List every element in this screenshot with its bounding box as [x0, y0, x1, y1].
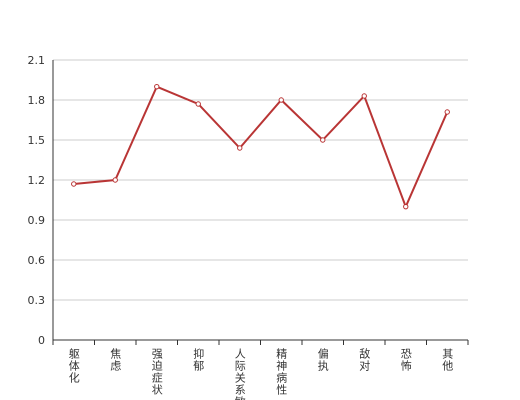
y-tick-label: 1.5 [28, 134, 46, 147]
x-tick-label: 偏执 [316, 347, 329, 372]
y-tick-label: 0 [38, 334, 45, 347]
y-tick-label: 1.2 [28, 174, 46, 187]
y-tick-label: 0.9 [28, 214, 46, 227]
point [154, 83, 160, 90]
point [237, 145, 243, 151]
x-tick-label: 焦虑 [109, 348, 122, 372]
point [71, 181, 77, 187]
point [112, 177, 118, 183]
point [403, 203, 409, 210]
x-tick-label: 敌对 [358, 347, 371, 372]
point [320, 137, 326, 143]
x-tick-label: 强迫症状 [150, 348, 163, 396]
x-tick-label: 抑郁 [192, 347, 205, 372]
y-tick-label: 0.6 [28, 254, 46, 267]
point [278, 97, 284, 103]
point [444, 109, 450, 115]
y-tick-label: 0.3 [28, 294, 46, 307]
line [73, 85, 449, 210]
x-tick-label: 精神病性 [275, 348, 288, 396]
y-tick-label: 2.1 [28, 54, 46, 67]
x-tick-label: 其他 [441, 348, 454, 372]
x-tick-label: 人际关系敏感 [233, 348, 246, 400]
x-tick-label: 恐怖 [399, 348, 412, 372]
point [361, 93, 367, 99]
x-tick-label: 躯体化 [67, 348, 80, 384]
y-tick-label: 1.8 [28, 94, 46, 107]
point [195, 101, 201, 107]
